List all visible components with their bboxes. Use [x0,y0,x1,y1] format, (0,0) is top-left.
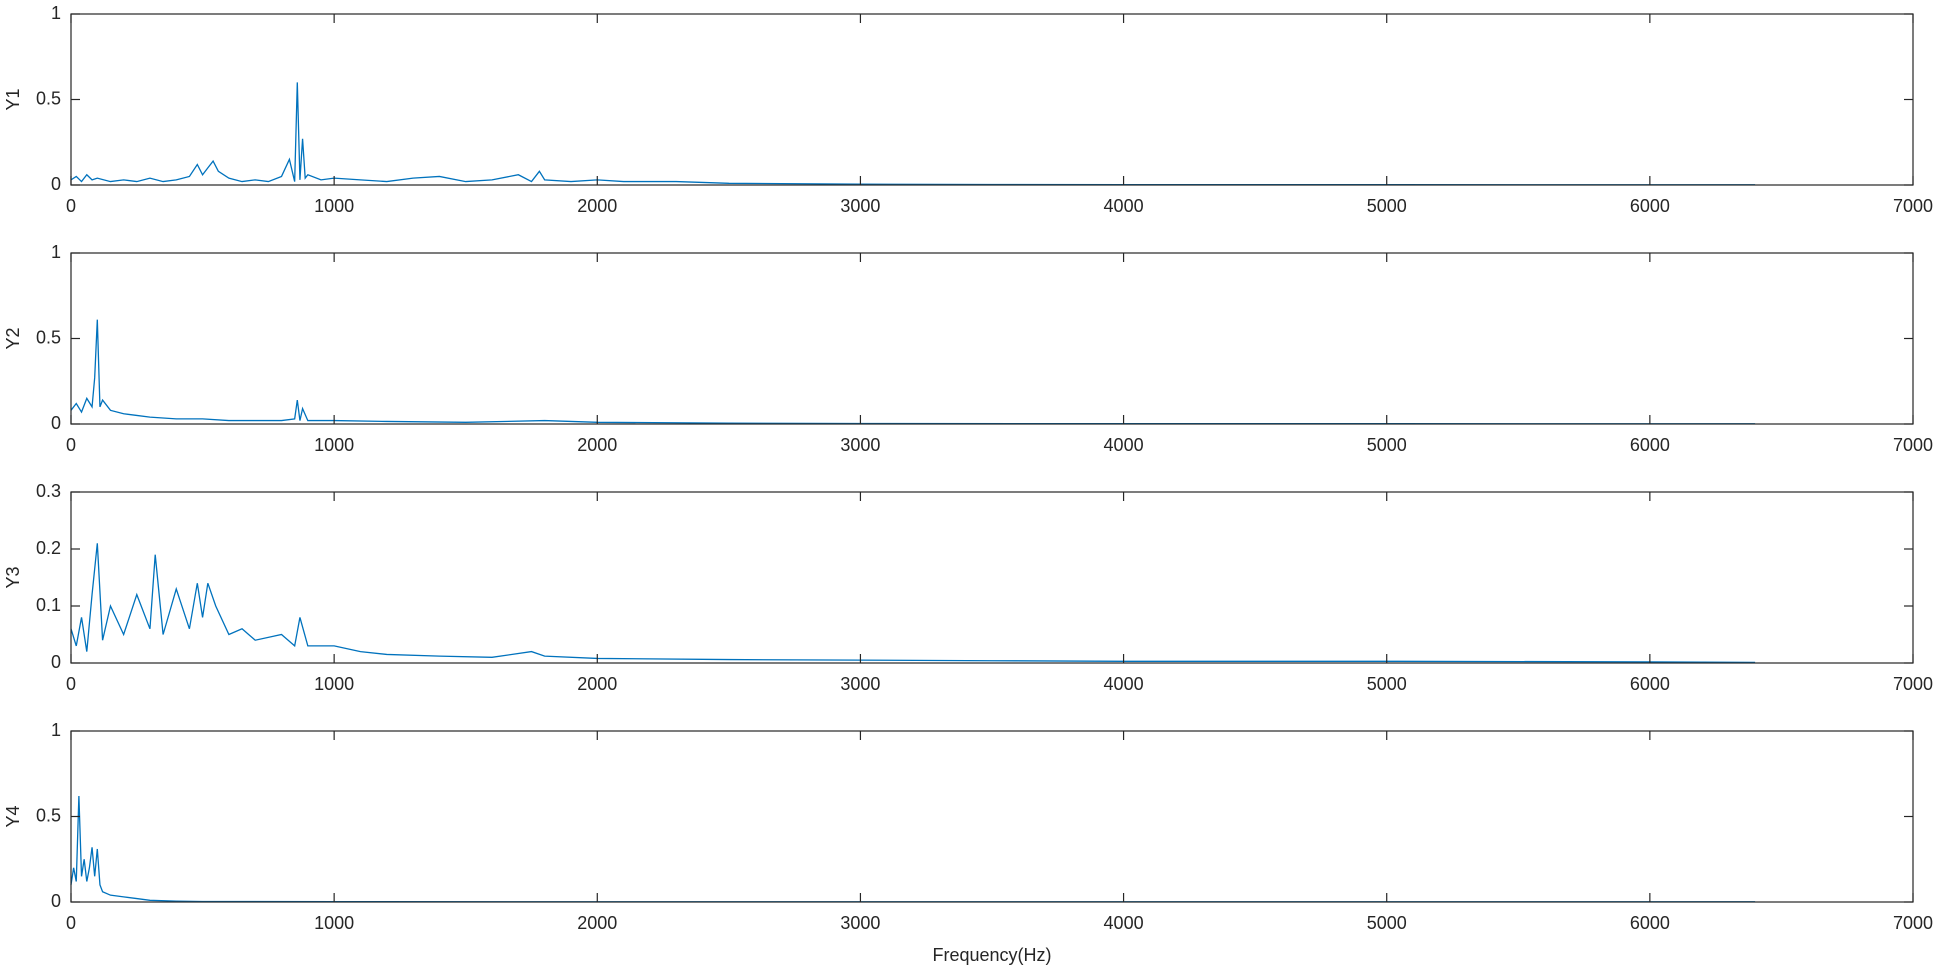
x-tick-label: 1000 [314,196,354,216]
x-tick-label: 7000 [1893,435,1933,455]
x-tick-label: 3000 [840,674,880,694]
y-tick-label: 0 [51,174,61,194]
x-tick-label: 2000 [577,435,617,455]
y-axis-label: Y2 [3,327,23,349]
x-tick-label: 5000 [1367,913,1407,933]
x-tick-label: 6000 [1630,913,1670,933]
axes-box [70,252,1914,425]
x-tick-label: 3000 [840,196,880,216]
y-axis-label: Y4 [3,805,23,827]
x-tick-label: 2000 [577,196,617,216]
y-tick-label: 1 [51,720,61,740]
y-axis-label: Y1 [3,88,23,110]
x-tick-label: 7000 [1893,674,1933,694]
x-tick-label: 1000 [314,674,354,694]
y-tick-label: 0.1 [36,595,61,615]
y-tick-label: 0.5 [36,88,61,108]
x-tick-label: 2000 [577,913,617,933]
y-axis-label: Y3 [3,566,23,588]
x-tick-label: 3000 [840,435,880,455]
axes-box [70,730,1914,903]
x-tick-label: 5000 [1367,196,1407,216]
y-tick-label: 0.2 [36,538,61,558]
x-tick-label: 5000 [1367,435,1407,455]
x-tick-label: 7000 [1893,196,1933,216]
x-axis-label: Frequency(Hz) [932,945,1051,965]
x-tick-label: 0 [66,196,76,216]
y-tick-label: 0 [51,413,61,433]
x-tick-label: 7000 [1893,913,1933,933]
x-tick-label: 2000 [577,674,617,694]
x-tick-label: 1000 [314,435,354,455]
y-tick-label: 1 [51,3,61,23]
y-tick-label: 0 [51,652,61,672]
x-tick-label: 4000 [1104,674,1144,694]
spectrum-line [70,319,1756,425]
y-tick-label: 0 [51,891,61,911]
x-tick-label: 4000 [1104,913,1144,933]
axes-box [70,491,1914,664]
x-tick-label: 0 [66,674,76,694]
x-tick-label: 6000 [1630,435,1670,455]
x-tick-label: 0 [66,435,76,455]
x-tick-label: 3000 [840,913,880,933]
x-tick-label: 4000 [1104,435,1144,455]
x-tick-label: 5000 [1367,674,1407,694]
y-tick-label: 0.3 [36,481,61,501]
spectrum-line [70,795,1756,903]
spectrum-line [70,82,1756,186]
x-tick-label: 1000 [314,913,354,933]
x-tick-label: 0 [66,913,76,933]
y-tick-label: 0.5 [36,327,61,347]
spectrum-line [70,543,1756,664]
x-tick-label: 4000 [1104,196,1144,216]
y-tick-label: 0.5 [36,805,61,825]
x-tick-label: 6000 [1630,196,1670,216]
x-tick-label: 6000 [1630,674,1670,694]
axes-box [70,13,1914,186]
y-tick-label: 1 [51,242,61,262]
